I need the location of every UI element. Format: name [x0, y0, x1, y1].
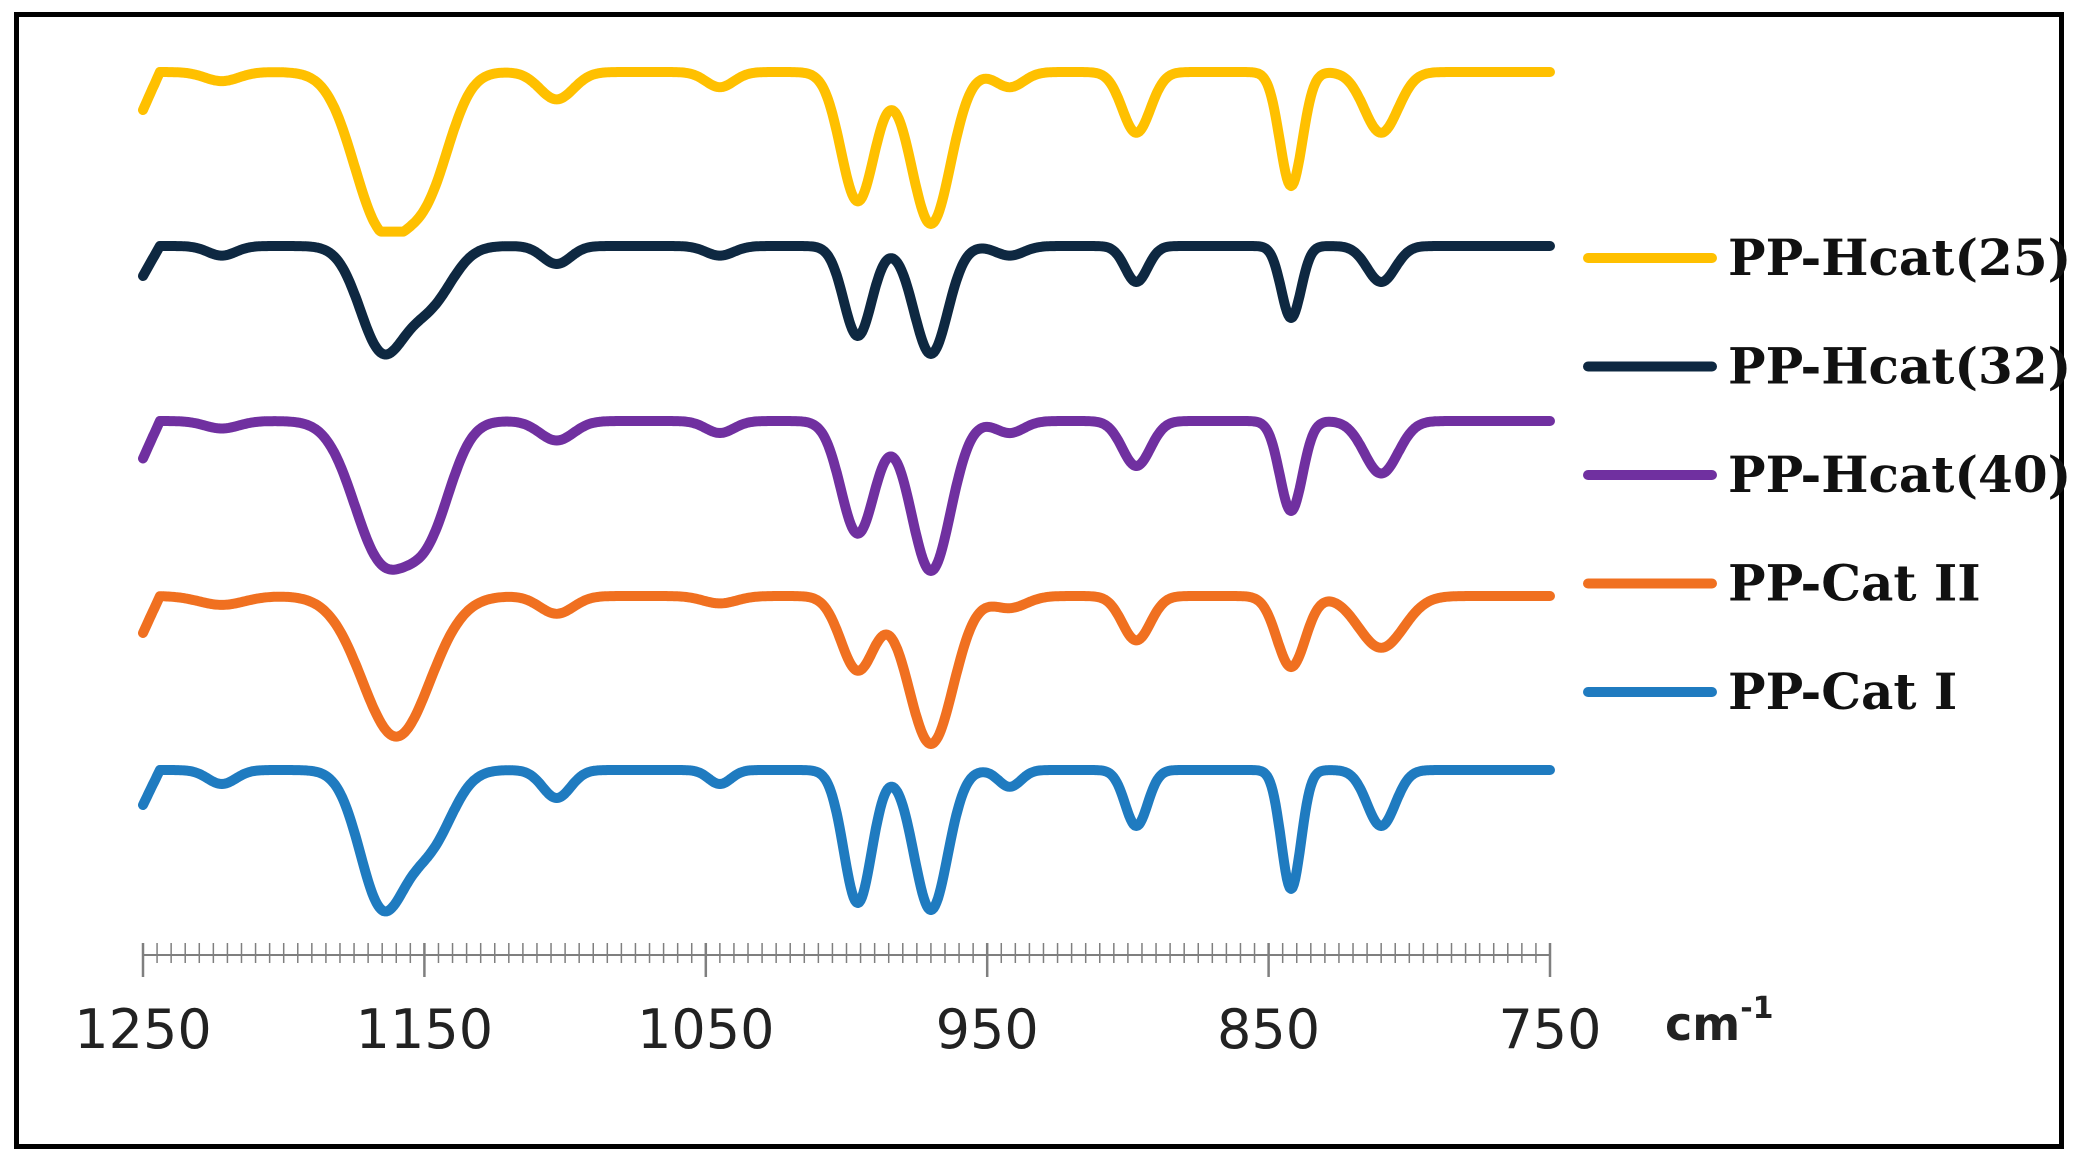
- series-layer: [138, 67, 1555, 917]
- legend-label: PP-Cat I: [1728, 662, 1957, 721]
- series-line-pp-cat-i: [138, 765, 1555, 917]
- x-axis-unit-label: cm-1: [1665, 991, 1774, 1051]
- legend-label: PP-Hcat(32): [1728, 337, 2071, 396]
- figure-frame: [14, 12, 2064, 1149]
- x-tick-label: 1150: [356, 998, 493, 1061]
- legend-label: PP-Hcat(40): [1728, 445, 2071, 504]
- legend: PP-Hcat(25) PP-Hcat(32) PP-Hcat(40) PP-Cat …: [1583, 228, 2071, 721]
- x-tick-label: 850: [1217, 998, 1320, 1061]
- x-tick-label: 950: [936, 998, 1039, 1061]
- x-tick-label: 1250: [74, 998, 211, 1061]
- series-line-pp-cat-ii: [138, 591, 1555, 749]
- legend-label: PP-Hcat(25): [1728, 228, 2071, 287]
- legend-label: PP-Cat II: [1728, 554, 1981, 613]
- x-tick-label: 750: [1498, 998, 1601, 1061]
- series-line-pp-hcat-25: [138, 67, 1555, 237]
- series-line-pp-hcat-32: [138, 241, 1555, 360]
- x-tick-labels: 1250 1150 1050 950 850 750: [74, 998, 1601, 1061]
- x-tick-label: 1050: [637, 998, 774, 1061]
- x-axis: [141, 943, 1552, 977]
- series-line-pp-hcat-40: [138, 416, 1555, 576]
